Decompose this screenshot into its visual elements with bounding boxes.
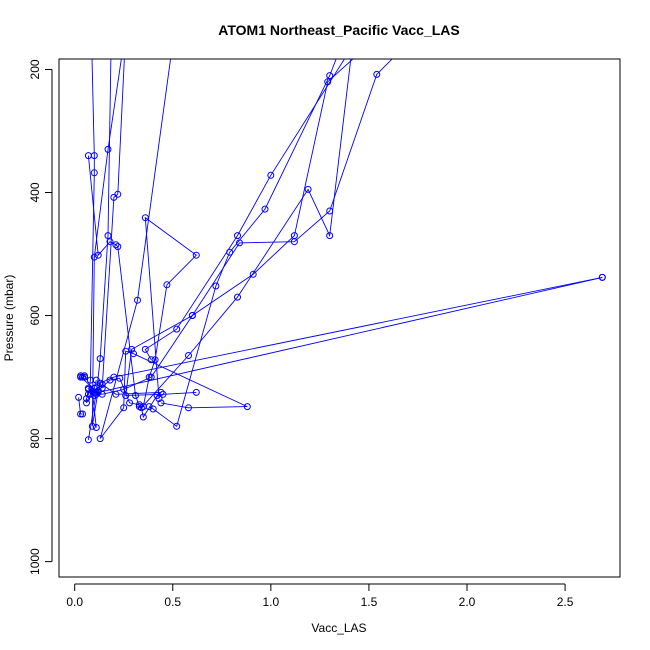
chart-title: ATOM1 Northeast_Pacific Vacc_LAS [218, 22, 459, 38]
data-point [94, 251, 102, 259]
data-point [79, 410, 86, 418]
data-point [173, 325, 181, 333]
data-point [84, 152, 92, 160]
y-tick-label: 400 [28, 182, 42, 202]
y-axis-label: Pressure (mbar) [2, 275, 16, 362]
data-point [106, 238, 114, 246]
x-axis-label: Vacc_LAS [311, 621, 366, 635]
series-line-13 [78, 397, 83, 415]
data-point [192, 251, 200, 259]
x-tick-label: 1.0 [263, 595, 280, 609]
data-point [234, 232, 241, 240]
data-point [267, 171, 275, 179]
data-point [88, 422, 96, 430]
data-point [128, 345, 136, 353]
series-line-8 [125, 59, 393, 396]
data-point [290, 232, 298, 240]
data-point [96, 355, 104, 363]
x-tick-label: 2.0 [459, 595, 476, 609]
data-point [234, 293, 241, 301]
data-point [83, 395, 90, 403]
data-point [104, 145, 112, 153]
data-point [159, 390, 167, 398]
series-line-9 [88, 59, 354, 395]
data-point [185, 352, 192, 359]
series-line-3 [87, 59, 125, 440]
series-line-12 [87, 276, 603, 428]
series-line-7 [148, 59, 337, 428]
data-point [157, 399, 165, 407]
data-point [163, 281, 171, 289]
series-line-4 [99, 59, 248, 439]
data-point [120, 404, 128, 412]
data-point [326, 232, 334, 240]
data-point [122, 392, 130, 399]
y-tick-label: 200 [28, 59, 42, 79]
y-tick-label: 1000 [28, 548, 42, 575]
data-point [173, 422, 181, 430]
y-tick-label: 800 [28, 428, 42, 448]
data-point [157, 388, 165, 396]
series-line-6 [101, 59, 352, 419]
data-point [243, 403, 251, 411]
data-point [145, 373, 153, 381]
data-point [137, 404, 145, 412]
data-point [326, 207, 334, 215]
series-line-5 [91, 59, 140, 427]
data-point [192, 388, 200, 396]
data-point [104, 232, 112, 240]
data-point [92, 424, 100, 431]
data-point [83, 399, 90, 407]
y-tick-label: 600 [28, 305, 42, 325]
data-point [212, 282, 220, 290]
data-point [98, 380, 106, 388]
data-point [75, 393, 83, 401]
data-point [141, 345, 149, 353]
data-point [185, 404, 192, 412]
data-point [261, 205, 269, 213]
series-line-10 [144, 59, 346, 361]
x-tick-label: 2.5 [557, 595, 574, 609]
axes-layer: 0.0 0.5 1.0 1.5 2.0 2.5 200 400 600 800 1000 [28, 59, 574, 609]
data-point [326, 72, 334, 80]
x-tick-label: 1.5 [361, 595, 378, 609]
x-tick-label: 0.0 [66, 595, 83, 609]
data-point [77, 410, 85, 418]
data-point [145, 403, 153, 411]
series-line-0 [86, 59, 97, 404]
data-point [90, 169, 98, 177]
data-point [130, 350, 137, 358]
data-point [139, 413, 147, 421]
data-point [88, 387, 96, 395]
data-point [141, 214, 149, 222]
data-point [188, 312, 196, 319]
data-point [373, 70, 381, 78]
data-point [90, 253, 98, 261]
series-layer [75, 59, 606, 444]
data-point [236, 239, 243, 247]
data-point [77, 372, 85, 380]
data-point [249, 270, 257, 278]
data-point [81, 373, 88, 381]
data-point [96, 435, 104, 443]
data-point [110, 373, 118, 381]
data-point [134, 296, 141, 304]
data-point [84, 436, 92, 444]
data-point [114, 243, 122, 251]
data-point [147, 356, 155, 364]
data-point [598, 273, 606, 281]
data-point [151, 356, 159, 364]
x-tick-label: 0.5 [164, 595, 181, 609]
data-point [126, 399, 134, 407]
plot-frame [58, 58, 621, 578]
data-point [112, 241, 120, 249]
series-line-2 [87, 155, 197, 408]
data-point [304, 185, 312, 193]
data-point [79, 373, 86, 381]
data-point [110, 193, 118, 201]
